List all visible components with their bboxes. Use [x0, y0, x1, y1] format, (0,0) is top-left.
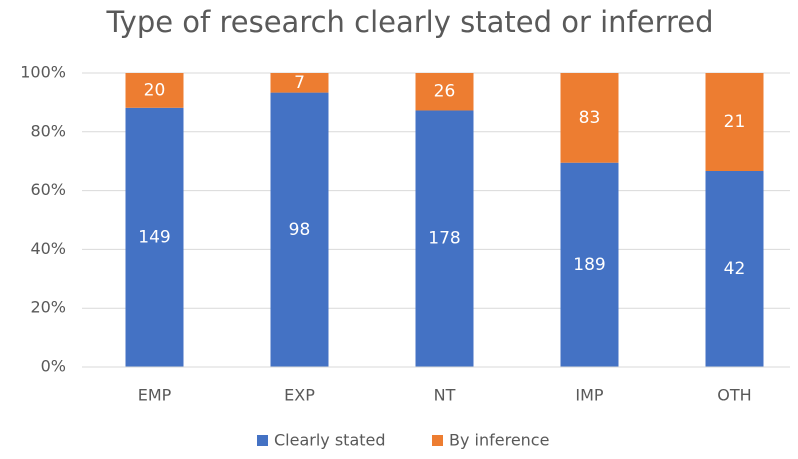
legend-label: Clearly stated [274, 431, 386, 450]
data-label: 98 [289, 220, 311, 240]
x-tick-label: EXP [284, 386, 315, 405]
y-tick-label: 0% [41, 357, 66, 376]
bar-segment [415, 73, 474, 111]
legend-swatch [257, 435, 268, 446]
x-tick-label: NT [434, 386, 456, 405]
data-label: 178 [428, 229, 460, 249]
x-tick-label: IMP [575, 386, 604, 405]
legend-swatch [432, 435, 443, 446]
chart-title: Type of research clearly stated or infer… [105, 5, 713, 39]
x-tick-label: OTH [717, 386, 751, 405]
bar-segment [705, 171, 764, 367]
data-label: 26 [434, 82, 456, 102]
bar-segment [270, 92, 329, 367]
bar-segment [705, 73, 764, 171]
bar-segment [560, 73, 619, 163]
y-tick-label: 20% [30, 298, 66, 317]
data-label: 83 [579, 108, 601, 128]
data-label: 20 [144, 80, 166, 100]
data-label: 149 [138, 227, 170, 247]
legend-label: By inference [449, 431, 549, 450]
data-label: 42 [724, 259, 746, 279]
bar-segment [270, 73, 329, 93]
bar-segment [125, 73, 184, 108]
data-label: 189 [573, 255, 605, 275]
data-label: 21 [724, 112, 746, 132]
y-tick-label: 60% [30, 180, 66, 199]
bar-segment [560, 162, 619, 367]
y-tick-label: 40% [30, 239, 66, 258]
data-label: 7 [294, 73, 305, 93]
y-tick-label: 100% [20, 63, 66, 82]
y-tick-label: 80% [30, 121, 66, 140]
bar-segment [125, 107, 184, 367]
bar-segment [415, 110, 474, 368]
x-tick-label: EMP [138, 386, 172, 405]
